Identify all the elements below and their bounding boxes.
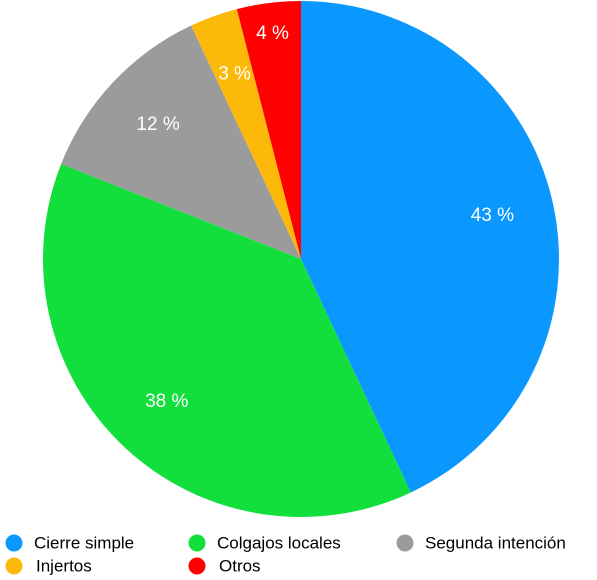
legend-label: Segunda intención: [425, 533, 566, 552]
pie-slice: [191, 9, 301, 259]
slice-label: 12 %: [136, 114, 179, 135]
legend-marker: [5, 557, 23, 575]
legend-label: Colgajos locales: [217, 533, 341, 552]
legend-marker: [396, 534, 414, 552]
legend-marker: [188, 557, 206, 575]
legend-label: Cierre simple: [34, 533, 134, 552]
legend-marker: [5, 534, 23, 552]
legend-label: Otros: [219, 556, 261, 575]
slice-label: 3 %: [218, 64, 251, 85]
pie-slice: [43, 164, 411, 517]
legend-marker: [188, 534, 206, 552]
slice-label: 38 %: [145, 391, 188, 412]
pie-slice: [236, 1, 301, 259]
slice-label: 43 %: [471, 205, 514, 226]
legend-label: Injertos: [36, 556, 92, 575]
slice-label: 4 %: [256, 23, 289, 44]
pie-slice: [301, 1, 559, 493]
pie-slice: [61, 25, 301, 259]
